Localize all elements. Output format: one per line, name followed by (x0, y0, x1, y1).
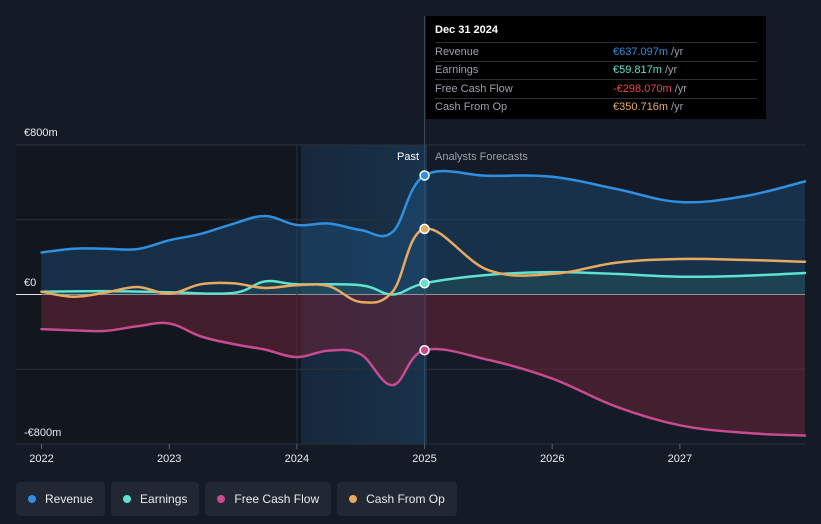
legend-label: Revenue (45, 492, 94, 506)
tooltip-value: €350.716m (613, 101, 669, 114)
x-tick-label: 2025 (412, 453, 436, 465)
legend: Revenue Earnings Free Cash Flow Cash Fro… (16, 482, 457, 516)
line-cash-from-op (40, 227, 807, 304)
forecast-label: Analysts Forecasts (435, 151, 528, 163)
tooltip-unit: /yr (671, 101, 684, 114)
legend-dot-icon (28, 495, 36, 503)
tooltip-value: €59.817m (613, 64, 662, 77)
legend-label: Free Cash Flow (234, 492, 320, 506)
tooltip-label: Free Cash Flow (435, 82, 513, 95)
past-label: Past (397, 151, 419, 163)
tooltip-unit: /yr (664, 64, 678, 77)
x-tick-label: 2024 (285, 453, 309, 465)
line-earnings (40, 270, 807, 296)
tooltip: Dec 31 2024 Revenue €637.097m /yr Earnin… (426, 16, 766, 119)
axis-labels: €800m €0 -€800m Past Analysts Forecasts (24, 127, 528, 439)
x-axis-ticks: 2022 2023 2024 2025 2026 2027 (29, 444, 692, 465)
tooltip-unit: /yr (674, 82, 687, 95)
y-label-bottom: -€800m (24, 427, 61, 439)
legend-dot-icon (349, 495, 358, 503)
point-earnings (419, 278, 430, 289)
tooltip-label: Cash From Op (435, 101, 508, 114)
legend-label: Cash From Op (366, 492, 445, 506)
legend-item-earnings[interactable]: Earnings (111, 482, 200, 516)
legend-item-cash-from-op[interactable]: Cash From Op (337, 482, 457, 516)
line-free-cash-flow (40, 321, 807, 437)
tooltip-label: Earnings (435, 64, 479, 77)
x-tick-label: 2022 (29, 453, 53, 465)
legend-dot-icon (123, 495, 132, 503)
highlight-points (419, 170, 430, 356)
x-tick-label: 2023 (157, 453, 181, 465)
tooltip-label: Revenue (435, 45, 480, 58)
tooltip-row-cash-from-op: Cash From Op €350.716m /yr (435, 97, 757, 117)
legend-label: Earnings (140, 492, 188, 506)
y-label-zero: €0 (24, 277, 36, 289)
tooltip-unit: /yr (671, 45, 684, 58)
tooltip-value: -€298.070m (613, 82, 672, 95)
tooltip-row-free-cash-flow: Free Cash Flow -€298.070m /yr (435, 79, 757, 98)
area-free-cash-flow (41, 294, 805, 436)
tooltip-row-revenue: Revenue €637.097m /yr (435, 42, 757, 61)
area-earnings (41, 272, 805, 295)
legend-item-revenue[interactable]: Revenue (16, 482, 106, 516)
line-revenue (40, 169, 807, 254)
point-free-cash-flow (419, 344, 430, 356)
x-tick-label: 2026 (540, 453, 564, 465)
tooltip-value: €637.097m (613, 45, 669, 58)
tooltip-row-earnings: Earnings €59.817m /yr (435, 60, 757, 80)
y-label-top: €800m (24, 127, 58, 139)
legend-dot-icon (217, 495, 226, 503)
x-tick-label: 2027 (668, 453, 692, 465)
series-lines (40, 169, 807, 437)
point-cash-from-op (419, 223, 430, 235)
legend-item-free-cash-flow[interactable]: Free Cash Flow (205, 482, 332, 516)
point-revenue (419, 170, 430, 181)
tooltip-date: Dec 31 2024 (435, 24, 498, 36)
